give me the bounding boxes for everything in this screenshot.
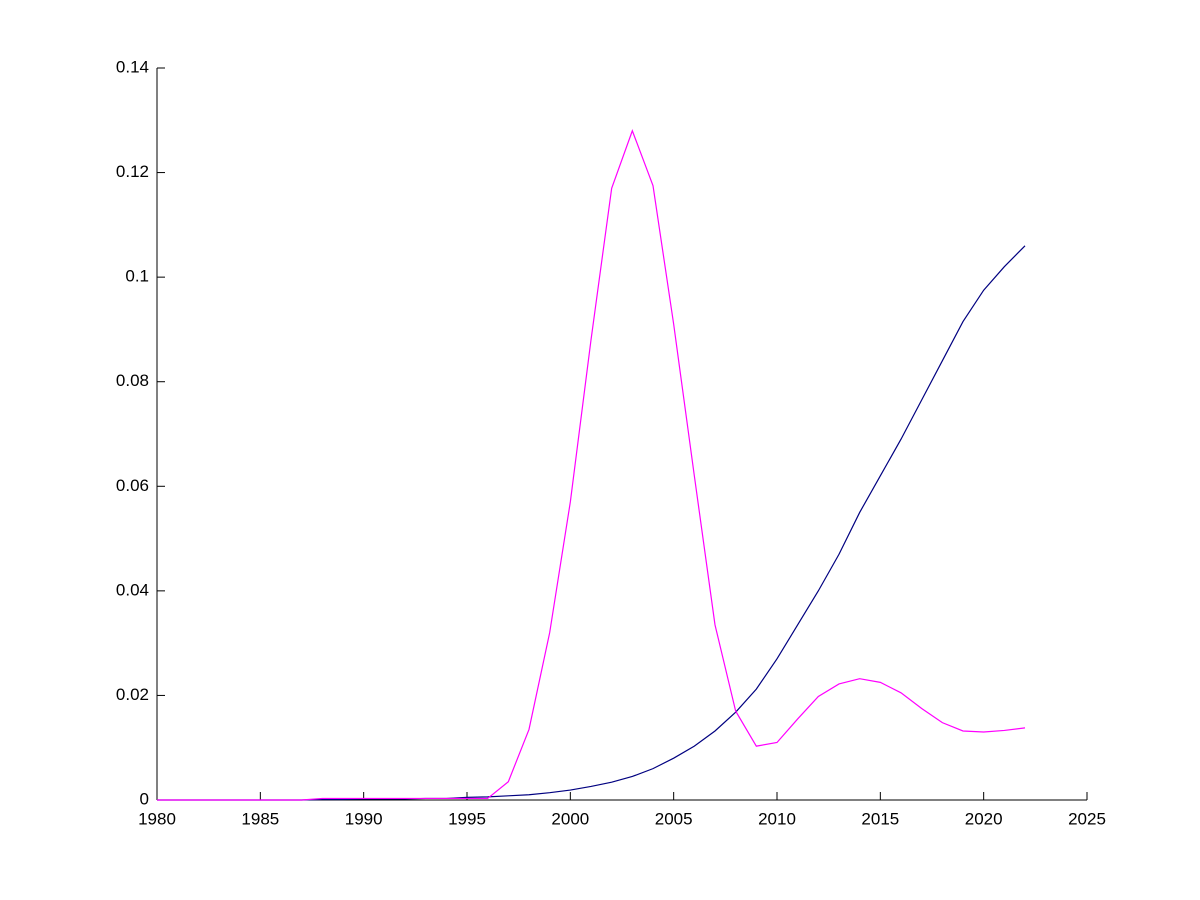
x-tick-label: 1990	[345, 809, 383, 828]
x-tick-label: 2010	[758, 809, 796, 828]
x-tick-label: 1995	[448, 809, 486, 828]
y-tick-label: 0.02	[116, 685, 149, 704]
y-tick-label: 0.12	[116, 162, 149, 181]
y-tick-label: 0.04	[116, 580, 149, 599]
y-tick-label: 0.1	[125, 267, 149, 286]
y-tick-label: 0.06	[116, 476, 149, 495]
y-tick-label: 0.14	[116, 57, 149, 76]
x-tick-label: 2020	[965, 809, 1003, 828]
series-line	[157, 245, 1026, 801]
series-line	[157, 129, 1026, 801]
x-tick-label: 2005	[655, 809, 693, 828]
x-tick-label: 2015	[861, 809, 899, 828]
y-tick-label: 0	[140, 789, 149, 808]
x-tick-label: 2025	[1068, 809, 1106, 828]
x-tick-label: 2000	[551, 809, 589, 828]
x-tick-label: 1985	[241, 809, 279, 828]
y-tick-label: 0.08	[116, 371, 149, 390]
x-tick-label: 1980	[138, 809, 176, 828]
